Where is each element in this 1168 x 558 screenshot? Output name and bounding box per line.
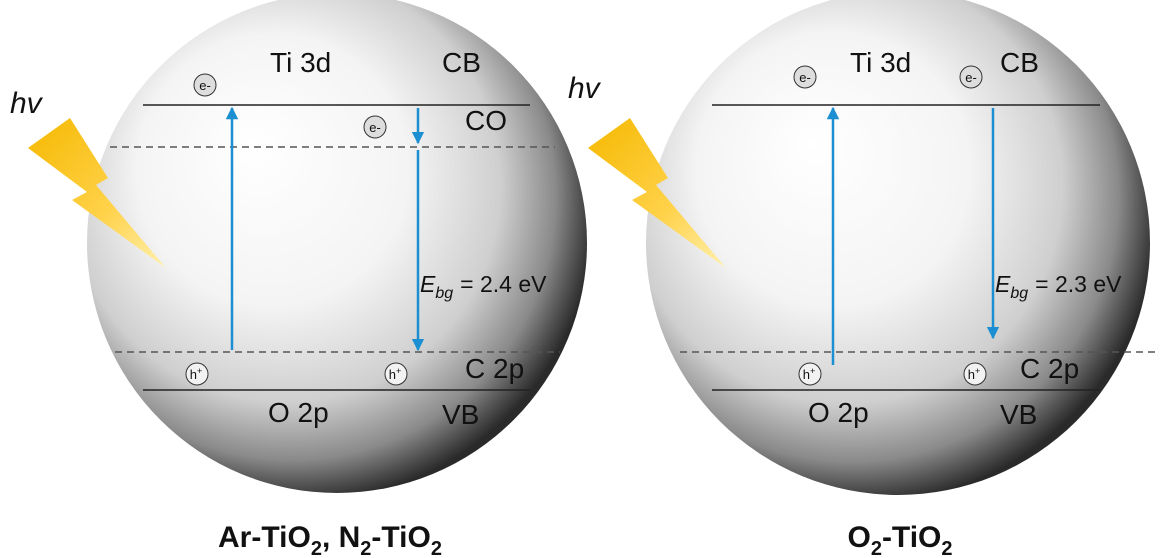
hole-charge: + xyxy=(396,366,401,376)
electron-label: e- xyxy=(799,70,811,85)
photon-label: hv xyxy=(568,72,602,105)
caption-subscript: 2 xyxy=(360,538,371,558)
caption: O2-TiO2 xyxy=(847,521,952,558)
caption-text: -TiO xyxy=(371,521,430,554)
diagram: hve-e-h+h+Ti 3dCBCOC 2pO 2pVBEbg= 2.4 eV… xyxy=(0,0,1168,558)
caption-subscript: 2 xyxy=(941,538,952,558)
caption-subscript: 2 xyxy=(431,538,442,558)
band-gap-value: = 2.3 eV xyxy=(1035,271,1122,297)
hole-symbol: h xyxy=(968,367,975,382)
electron-label: e- xyxy=(199,78,211,93)
caption-text: , N xyxy=(322,521,360,554)
caption-subscript: 2 xyxy=(311,538,322,558)
electron-label: e- xyxy=(369,120,381,135)
c2p-label: C 2p xyxy=(1020,353,1079,384)
o2p-label: O 2p xyxy=(808,397,869,428)
cb-label: CB xyxy=(1000,47,1039,78)
caption-text: Ar-TiO xyxy=(218,521,311,554)
caption: Ar-TiO2, N2-TiO2 xyxy=(218,521,442,558)
band-gap-symbol: E xyxy=(420,271,436,297)
ti-3d-label: Ti 3d xyxy=(850,47,911,78)
hole-charge: + xyxy=(975,366,980,376)
co-label: CO xyxy=(465,105,507,136)
hole-symbol: h xyxy=(803,367,810,382)
o2p-label: O 2p xyxy=(268,397,329,428)
hole-charge: + xyxy=(197,366,202,376)
band-gap-subscript: bg xyxy=(435,285,453,302)
electron-label: e- xyxy=(965,70,977,85)
hole-symbol: h xyxy=(389,367,396,382)
hole-charge: + xyxy=(810,366,815,376)
vb-label: VB xyxy=(1000,399,1037,430)
c2p-label: C 2p xyxy=(465,353,524,384)
photon-label: hv xyxy=(10,87,44,120)
sphere xyxy=(87,0,587,493)
band-gap-subscript: bg xyxy=(1010,285,1028,302)
cb-label: CB xyxy=(442,47,481,78)
caption-text: O xyxy=(847,521,870,554)
vb-label: VB xyxy=(442,399,479,430)
band-gap-symbol: E xyxy=(995,271,1011,297)
ti-3d-label: Ti 3d xyxy=(270,47,331,78)
caption-subscript: 2 xyxy=(871,538,882,558)
hole-symbol: h xyxy=(190,367,197,382)
caption-text: -TiO xyxy=(882,521,941,554)
band-gap-value: = 2.4 eV xyxy=(460,271,547,297)
